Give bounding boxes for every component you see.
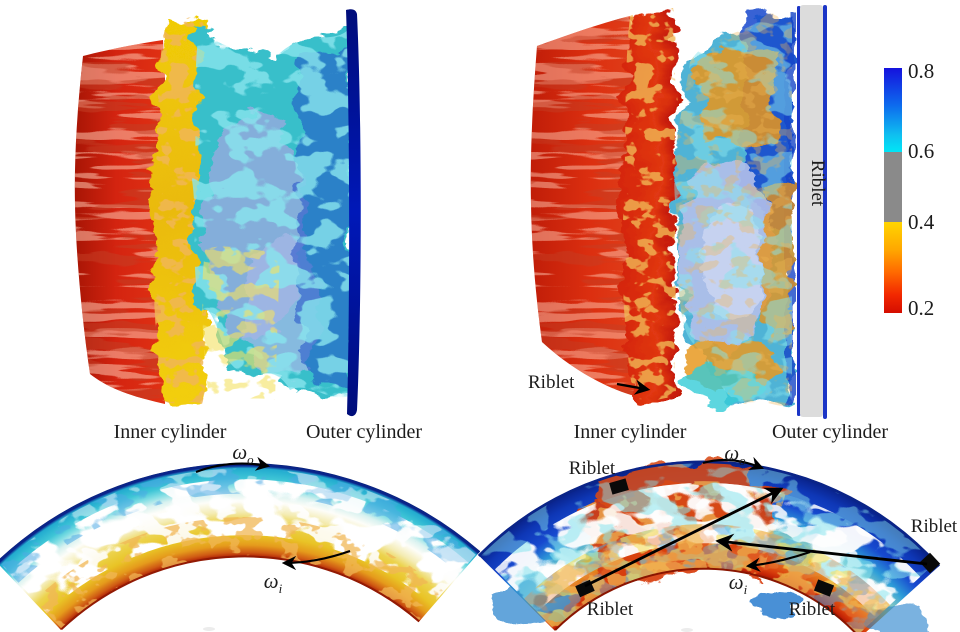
plume-arrow-left bbox=[715, 533, 928, 566]
omega-inner-arrow bbox=[281, 549, 351, 571]
label-riblet-bottom-right: Riblet bbox=[788, 599, 836, 620]
plume-arrow-up bbox=[584, 487, 784, 588]
label-riblet-pointer: Riblet bbox=[528, 372, 575, 393]
colorbar-segment-redyellow bbox=[884, 222, 902, 313]
label-inner-cylinder-left: Inner cylinder bbox=[113, 421, 227, 443]
plume-band-red bbox=[622, 8, 678, 402]
caption-fragment-b bbox=[681, 628, 693, 632]
inner-wall-edge bbox=[554, 567, 856, 632]
omega-subscript: o bbox=[247, 452, 254, 468]
riblet-marker-right-end bbox=[919, 552, 941, 574]
colorbar-segment-gray bbox=[884, 152, 902, 222]
label-inner-cylinder-right: Inner cylinder bbox=[573, 421, 687, 443]
label-riblet-bottom-left: Riblet bbox=[586, 599, 634, 620]
label-riblet-right: Riblet bbox=[910, 516, 958, 537]
panel-top-left-3d bbox=[74, 9, 361, 417]
outer-cylinder-edge bbox=[346, 9, 361, 417]
omega-subscript: i bbox=[743, 582, 748, 598]
panel-top-right-3d bbox=[530, 5, 827, 419]
label-outer-cylinder-right: Outer cylinder bbox=[771, 421, 889, 443]
omega-symbol: ω bbox=[728, 570, 744, 594]
label-riblet-top-left: Riblet bbox=[568, 458, 616, 479]
colorbar-tick-08: 0.8 bbox=[908, 59, 935, 83]
colorbar-tick-04: 0.4 bbox=[908, 210, 935, 234]
panel-bottom-right-section bbox=[478, 456, 941, 632]
omega-symbol: ω bbox=[232, 440, 248, 464]
colorbar-tick-06: 0.6 bbox=[908, 139, 935, 163]
outer-flow-field bbox=[192, 20, 352, 400]
annulus-smooth bbox=[0, 463, 481, 631]
inner-wall-edge bbox=[60, 555, 420, 631]
omega-subscript: i bbox=[278, 581, 283, 597]
caption-fragment-a bbox=[203, 627, 215, 631]
label-omega-outer-left: ωo bbox=[232, 440, 253, 468]
omega-inner-arrow bbox=[745, 550, 811, 572]
riblet-pointer-arrow bbox=[616, 379, 651, 395]
omega-outer-arrow bbox=[195, 456, 271, 474]
omega-symbol: ω bbox=[724, 441, 740, 465]
omega-subscript: o bbox=[739, 453, 746, 469]
colorbar-tick-02: 0.2 bbox=[908, 296, 935, 320]
omega-outer-arrow bbox=[702, 456, 764, 471]
label-riblet-bar: Riblet bbox=[807, 159, 828, 207]
riblet-bar bbox=[797, 5, 827, 419]
annulus-riblet bbox=[478, 460, 940, 632]
label-outer-cylinder-left: Outer cylinder bbox=[305, 421, 423, 443]
outer-wall-edge bbox=[478, 460, 940, 568]
inner-cylinder-surface-riblet bbox=[530, 16, 641, 396]
panel-bottom-left-section bbox=[0, 456, 481, 631]
colorbar-segment-blue bbox=[884, 68, 902, 152]
label-omega-outer-right: ωo bbox=[724, 441, 745, 469]
mixed-flow-field bbox=[674, 12, 794, 406]
riblet-marker-outer-left bbox=[609, 478, 629, 495]
riblet-marker-inner-right bbox=[813, 579, 835, 597]
omega-symbol: ω bbox=[263, 569, 279, 593]
label-omega-inner-right: ωi bbox=[729, 570, 747, 598]
plume-band-yellow bbox=[153, 14, 208, 404]
label-omega-inner-left: ωi bbox=[264, 569, 282, 597]
inner-cylinder-surface bbox=[74, 40, 168, 404]
colorbar bbox=[884, 68, 902, 313]
